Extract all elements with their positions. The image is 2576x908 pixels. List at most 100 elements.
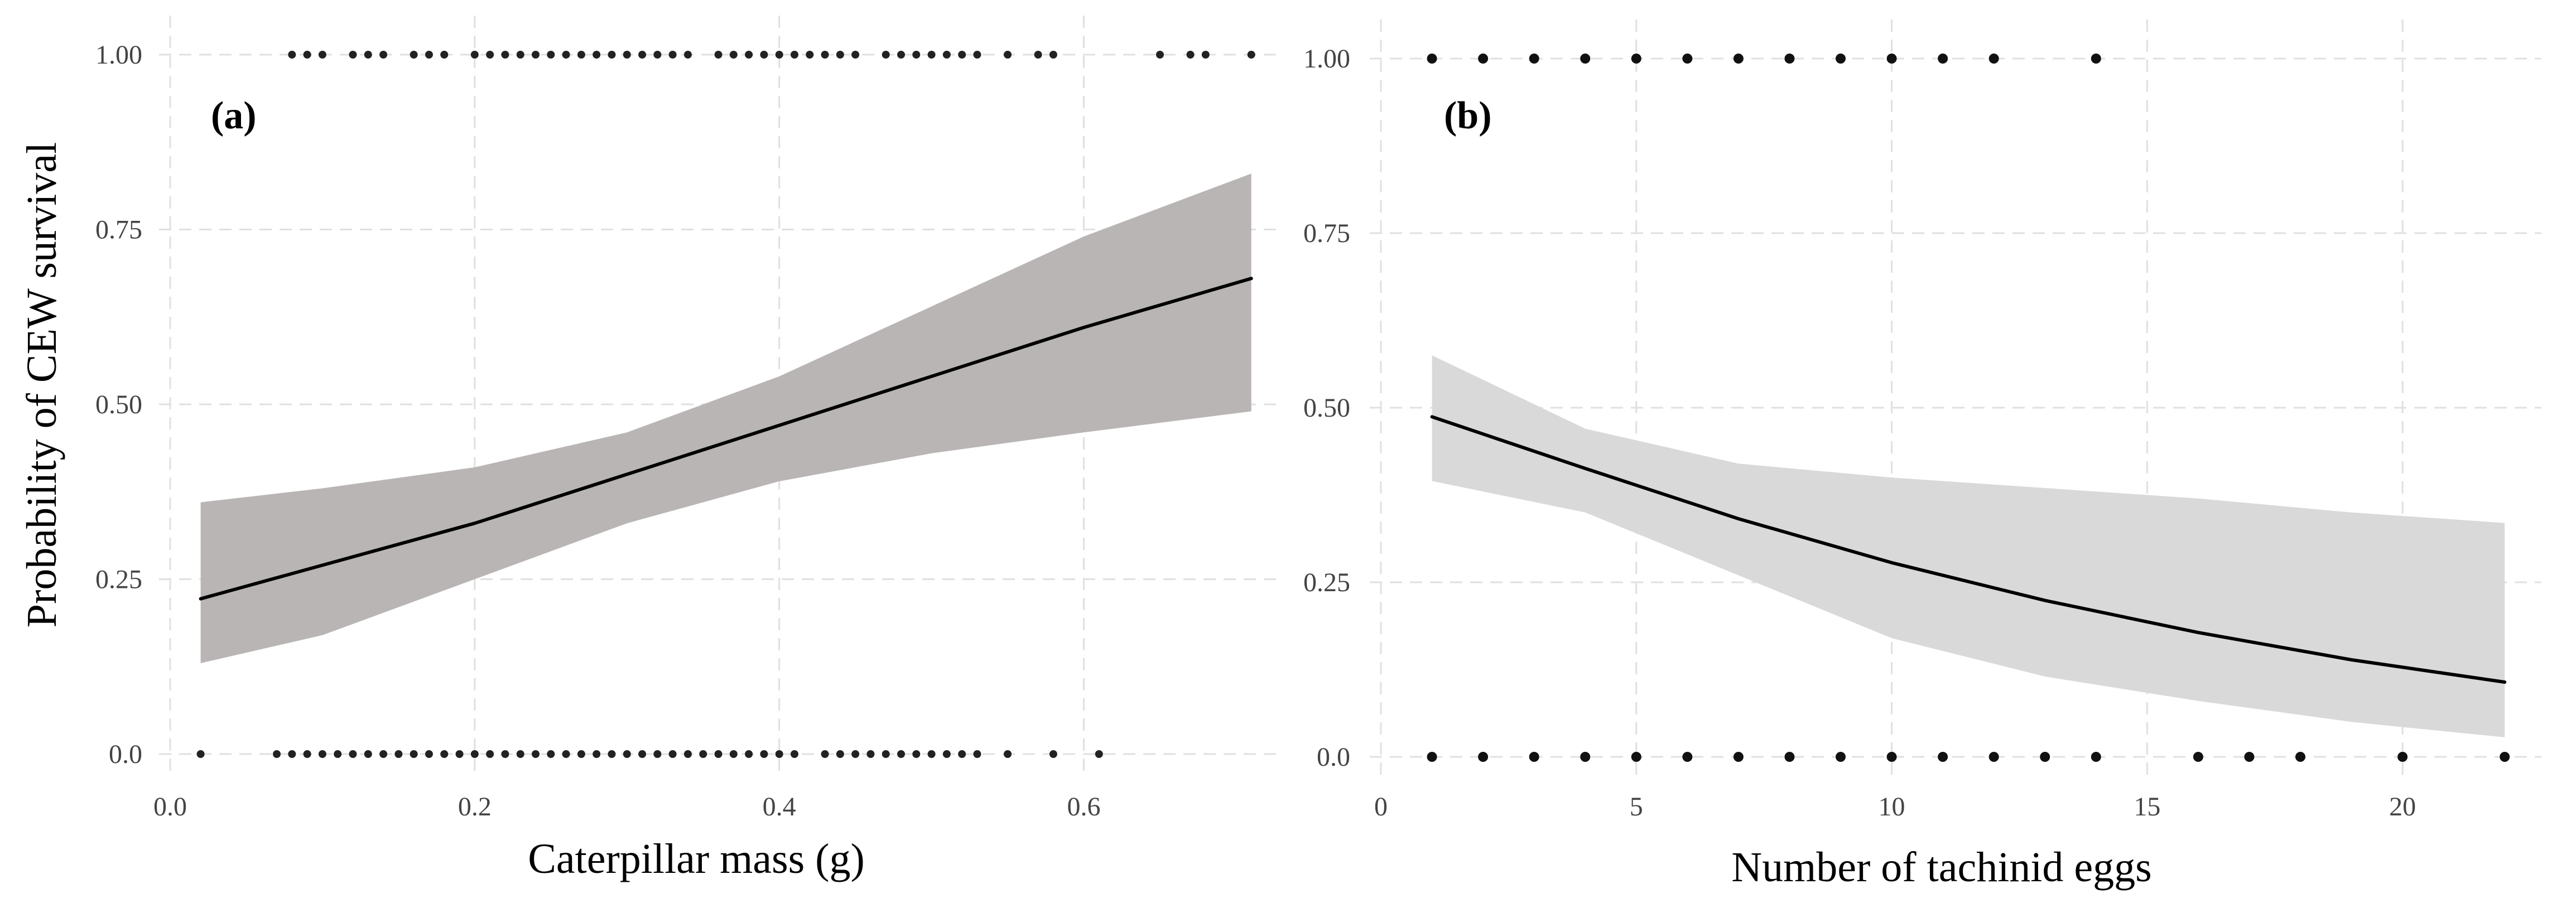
panel-a-point-died: [364, 750, 372, 758]
panel-a-point-survived: [593, 51, 601, 59]
panel-a-x-axis-title: Caterpillar mass (g): [528, 835, 865, 882]
panel-b-point-died: [1836, 752, 1846, 762]
panel-b-ticks: 0.0 0.25 0.50 0.75 1.00 0 5 10 15 20: [1303, 44, 2416, 822]
panel-a-point-died: [318, 750, 326, 758]
panel-b-y-tick-label: 0.0: [1317, 742, 1350, 772]
panel-a-point-died: [714, 750, 723, 758]
panel-b-ci-band: [1432, 355, 2505, 737]
panel-b-point-died: [2244, 752, 2255, 762]
panel-b-point-survived: [1529, 54, 1539, 64]
panel-a-point-died: [303, 750, 311, 758]
panel-a-point-died: [836, 750, 844, 758]
panel-a-point-survived: [806, 51, 814, 59]
panel-b-label: (b): [1444, 94, 1492, 137]
panel-a-point-died: [577, 750, 585, 758]
panel-a-point-died: [1095, 750, 1103, 758]
panel-a-y-tick-label: 0.0: [109, 740, 142, 769]
panel-a-point-died: [379, 750, 388, 758]
panel-a-point-died: [973, 750, 981, 758]
panel-a-point-survived: [486, 51, 494, 59]
panel-b-point-survived: [1682, 54, 1693, 64]
panel-a-point-died: [699, 750, 707, 758]
panel-a-point-died: [440, 750, 449, 758]
panel-b-fit-line: [1430, 415, 2507, 684]
panel-a-point-survived: [760, 51, 768, 59]
panel-a-point-survived: [470, 51, 479, 59]
panel-a-point-survived: [425, 51, 433, 59]
panel-a-point-died: [608, 750, 616, 758]
panel-a-point-died: [547, 750, 555, 758]
panel-b-point-survived: [2091, 54, 2101, 64]
panel-a-y-tick-label: 0.50: [95, 390, 142, 419]
panel-a-point-survived: [638, 51, 647, 59]
panel-a-x-tick-label: 0.6: [1067, 792, 1101, 822]
panel-a-point-survived: [821, 51, 829, 59]
panel-a-point-survived: [288, 51, 296, 59]
panel-a-point-survived: [973, 51, 981, 59]
panel-a-point-died: [1049, 750, 1057, 758]
panel-b-point-died: [2193, 752, 2203, 762]
panel-b-point-died: [1478, 752, 1489, 762]
panel-b-y-tick-label: 0.50: [1303, 393, 1350, 423]
panel-b-point-died: [2295, 752, 2305, 762]
panel-a-point-survived: [318, 51, 326, 59]
panel-b-x-tick-label: 10: [1879, 792, 1905, 822]
panel-a-point-survived: [608, 51, 616, 59]
panel-a-point-died: [623, 750, 631, 758]
panel-b-point-survived: [1988, 54, 1999, 64]
panel-a-point-survived: [1049, 51, 1057, 59]
panel-a-point-survived: [1201, 51, 1210, 59]
panel-a-point-survived: [562, 51, 570, 59]
panel-a-point-died: [638, 750, 647, 758]
panel-a-point-survived: [532, 51, 540, 59]
panel-a-point-died: [912, 750, 921, 758]
panel-a-point-survived: [836, 51, 844, 59]
panel-a-y-tick-label: 0.75: [95, 215, 142, 245]
panel-a-point-died: [486, 750, 494, 758]
panel-a-point-died: [683, 750, 692, 758]
panel-a-point-died: [196, 750, 205, 758]
panel-a-point-died: [532, 750, 540, 758]
panel-a-point-survived: [1186, 51, 1195, 59]
panel-b-point-survived: [1733, 54, 1744, 64]
panel-b-point-survived: [1631, 54, 1641, 64]
panel-b-point-died: [2091, 752, 2101, 762]
panel-a: 0.0 0.25 0.50 0.75 1.00 0.0 0.2 0.4 0.6 (a) Cate…: [18, 16, 1278, 882]
panel-b-point-died: [2500, 752, 2510, 762]
panel-a-point-survived: [942, 51, 951, 59]
panel-a-ci-band: [200, 173, 1251, 663]
panel-a-point-died: [653, 750, 662, 758]
panel-a-point-survived: [349, 51, 357, 59]
panel-a-x-tick-label: 0.0: [153, 792, 187, 822]
panel-b-x-tick-label: 0: [1374, 792, 1388, 822]
panel-a-point-survived: [1247, 51, 1255, 59]
panel-b-x-tick-label: 20: [2389, 792, 2416, 822]
panel-a-point-died: [562, 750, 570, 758]
panel-a-point-died: [455, 750, 464, 758]
panel-a-y-tick-label: 1.00: [95, 40, 142, 70]
panel-a-point-died: [851, 750, 860, 758]
panel-b-point-survived: [1836, 54, 1846, 64]
panel-a-point-died: [334, 750, 342, 758]
panel-a-point-died: [1004, 750, 1012, 758]
panel-a-point-survived: [775, 51, 783, 59]
panel-a-point-died: [349, 750, 357, 758]
panel-a-point-survived: [379, 51, 388, 59]
panel-a-point-died: [516, 750, 524, 758]
panel-a-points: [196, 51, 1255, 758]
panel-b-x-tick-label: 5: [1630, 792, 1643, 822]
panel-a-ticks: 0.0 0.25 0.50 0.75 1.00 0.0 0.2 0.4 0.6: [95, 40, 1101, 822]
panel-a-x-tick-label: 0.4: [763, 792, 796, 822]
panel-b-point-survived: [1938, 54, 1948, 64]
panel-a-point-died: [470, 750, 479, 758]
panel-a-point-survived: [1034, 51, 1042, 59]
panel-b-y-tick-label: 0.75: [1303, 219, 1350, 248]
panel-a-point-died: [775, 750, 783, 758]
panel-a-point-survived: [440, 51, 449, 59]
panel-b-point-died: [1529, 752, 1539, 762]
panel-a-y-tick-label: 0.25: [95, 565, 142, 595]
panel-b-point-died: [1784, 752, 1795, 762]
panel-b-y-tick-label: 1.00: [1303, 44, 1350, 74]
panel-a-point-died: [394, 750, 403, 758]
